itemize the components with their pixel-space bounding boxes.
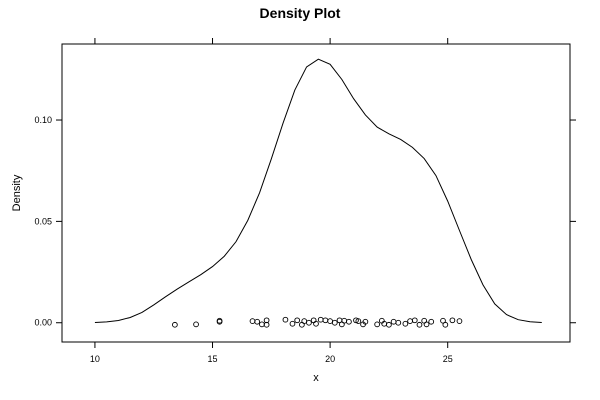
- rug-point: [423, 321, 430, 328]
- rug-point: [313, 320, 319, 327]
- rug-point: [346, 318, 352, 325]
- rug-point: [390, 318, 397, 325]
- rug-point: [386, 321, 392, 328]
- x-axis: 10 15 20 25: [90, 38, 453, 364]
- rug-point: [411, 317, 418, 324]
- density-curve: [94, 58, 542, 324]
- rug-point: [442, 321, 449, 328]
- rug-point: [362, 318, 369, 325]
- rug-point: [254, 318, 261, 325]
- y-tick-label: 0.00: [34, 318, 52, 328]
- x-tick-label: 25: [443, 354, 453, 364]
- rug-point: [322, 317, 329, 324]
- rug-point: [355, 318, 362, 324]
- x-tick-label: 15: [208, 354, 218, 364]
- rug-point: [407, 318, 413, 324]
- x-tick-label: 10: [90, 354, 100, 364]
- rug-point: [449, 317, 456, 324]
- rug-point: [172, 321, 178, 328]
- y-axis-label: Density: [11, 174, 23, 211]
- chart-title: Density Plot: [260, 5, 341, 21]
- rug-point: [341, 317, 348, 324]
- rug-point: [249, 318, 256, 324]
- rug-point: [327, 318, 333, 324]
- rug-point: [193, 321, 199, 328]
- rug-point: [440, 317, 446, 324]
- rug-point: [456, 318, 463, 324]
- rug-point: [317, 316, 324, 323]
- plot-frame: [61, 43, 571, 343]
- rug-point: [331, 319, 338, 326]
- rug-point: [428, 318, 435, 325]
- rug-point: [216, 317, 223, 324]
- rug-points: [172, 316, 463, 328]
- x-tick-label: 20: [325, 354, 335, 364]
- rug-point: [294, 317, 301, 324]
- x-axis-label: x: [313, 372, 319, 384]
- y-tick-label: 0.10: [34, 115, 52, 125]
- y-tick-label: 0.05: [34, 216, 52, 226]
- rug-point: [259, 321, 265, 328]
- rug-point: [402, 320, 409, 327]
- rug-point: [301, 318, 308, 324]
- rug-point: [282, 316, 289, 323]
- rug-point: [289, 320, 296, 327]
- rug-point: [310, 317, 317, 324]
- rug-point: [263, 321, 270, 328]
- rug-point: [416, 321, 423, 328]
- y-axis: 0.00 0.05 0.10: [34, 115, 576, 328]
- rug-point: [306, 319, 312, 326]
- rug-point: [374, 321, 381, 328]
- rug-point: [395, 319, 402, 326]
